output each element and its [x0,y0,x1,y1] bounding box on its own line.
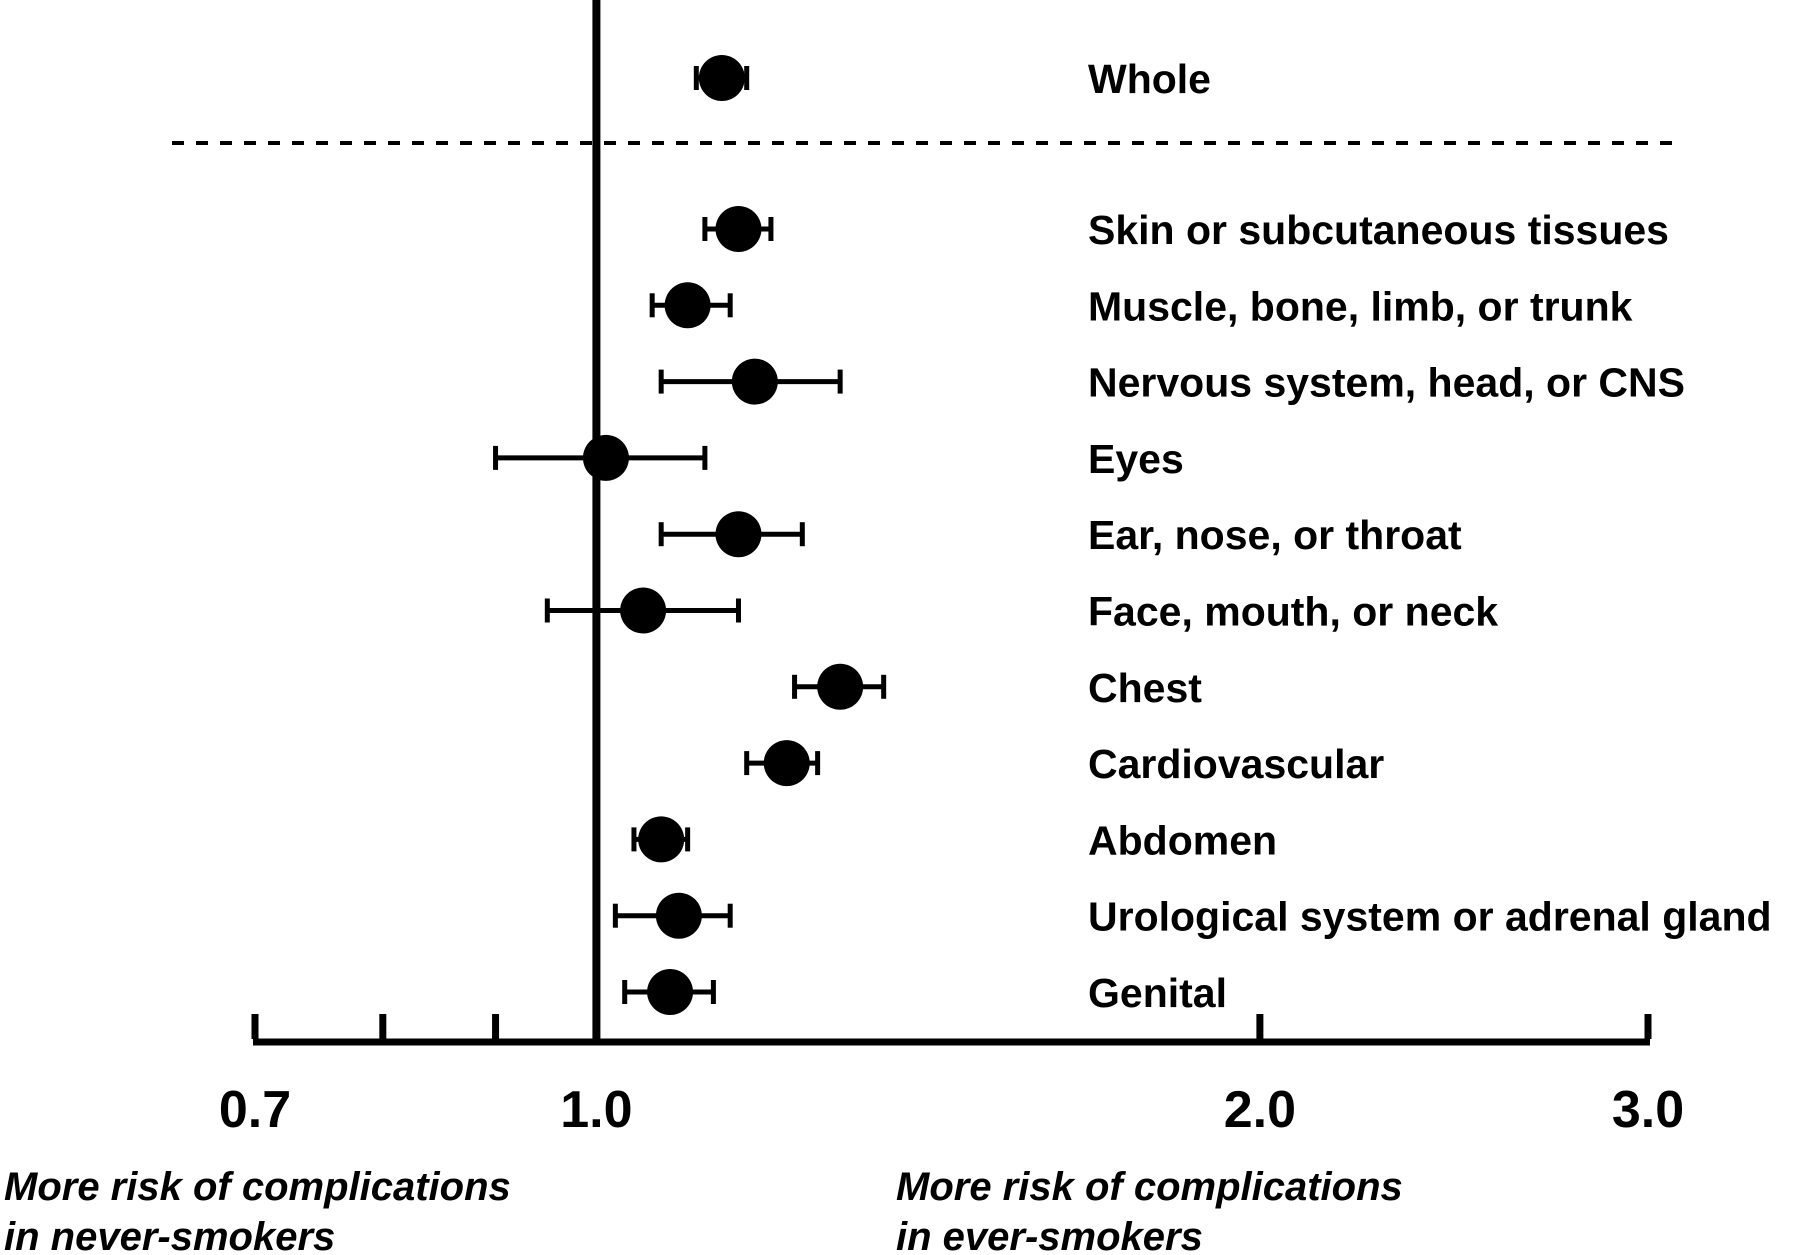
estimate-point-3 [582,434,629,481]
category-label-whole: Whole [1088,56,1211,102]
x-tick-label-0: 0.7 [219,1081,291,1139]
estimate-point-6 [817,663,864,710]
category-label-0: Skin or subcutaneous tissues [1088,207,1669,253]
category-label-10: Genital [1088,970,1227,1016]
estimate-point-10 [647,969,694,1015]
right-note-line-2: in ever-smokers [896,1215,1203,1255]
category-label-5: Face, mouth, or neck [1088,589,1498,635]
estimate-point-2 [731,358,778,405]
estimate-point-9 [655,892,702,939]
category-label-4: Ear, nose, or throat [1088,512,1462,558]
x-tick-label-3: 1.0 [560,1081,632,1139]
category-label-6: Chest [1088,665,1202,711]
estimate-point-5 [620,587,667,634]
estimate-point-whole [698,55,745,101]
left-note-line-1: More risk of complications [4,1165,511,1209]
category-label-8: Abdomen [1088,817,1277,863]
x-tick-label-4: 2.0 [1224,1081,1296,1139]
estimate-point-4 [715,511,762,558]
estimate-point-8 [638,816,685,863]
left-note-line-2: in never-smokers [4,1215,335,1255]
category-labels: Whole Skin or subcutaneous tissues Muscle,… [1088,56,1772,1016]
right-note-line-1: More risk of complications [896,1165,1403,1209]
category-label-3: Eyes [1088,436,1184,482]
category-label-1: Muscle, bone, limb, or trunk [1088,283,1633,329]
category-label-9: Urological system or adrenal gland [1088,894,1772,940]
estimate-point-0 [715,206,762,252]
x-axis: 0.7 1.0 2.0 3.0 [219,1014,1684,1139]
category-label-7: Cardiovascular [1088,741,1384,787]
estimate-point-7 [763,740,810,787]
x-tick-label-5: 3.0 [1612,1081,1684,1139]
category-label-2: Nervous system, head, or CNS [1088,360,1685,406]
estimate-point-1 [664,282,711,329]
estimates [493,55,887,1015]
